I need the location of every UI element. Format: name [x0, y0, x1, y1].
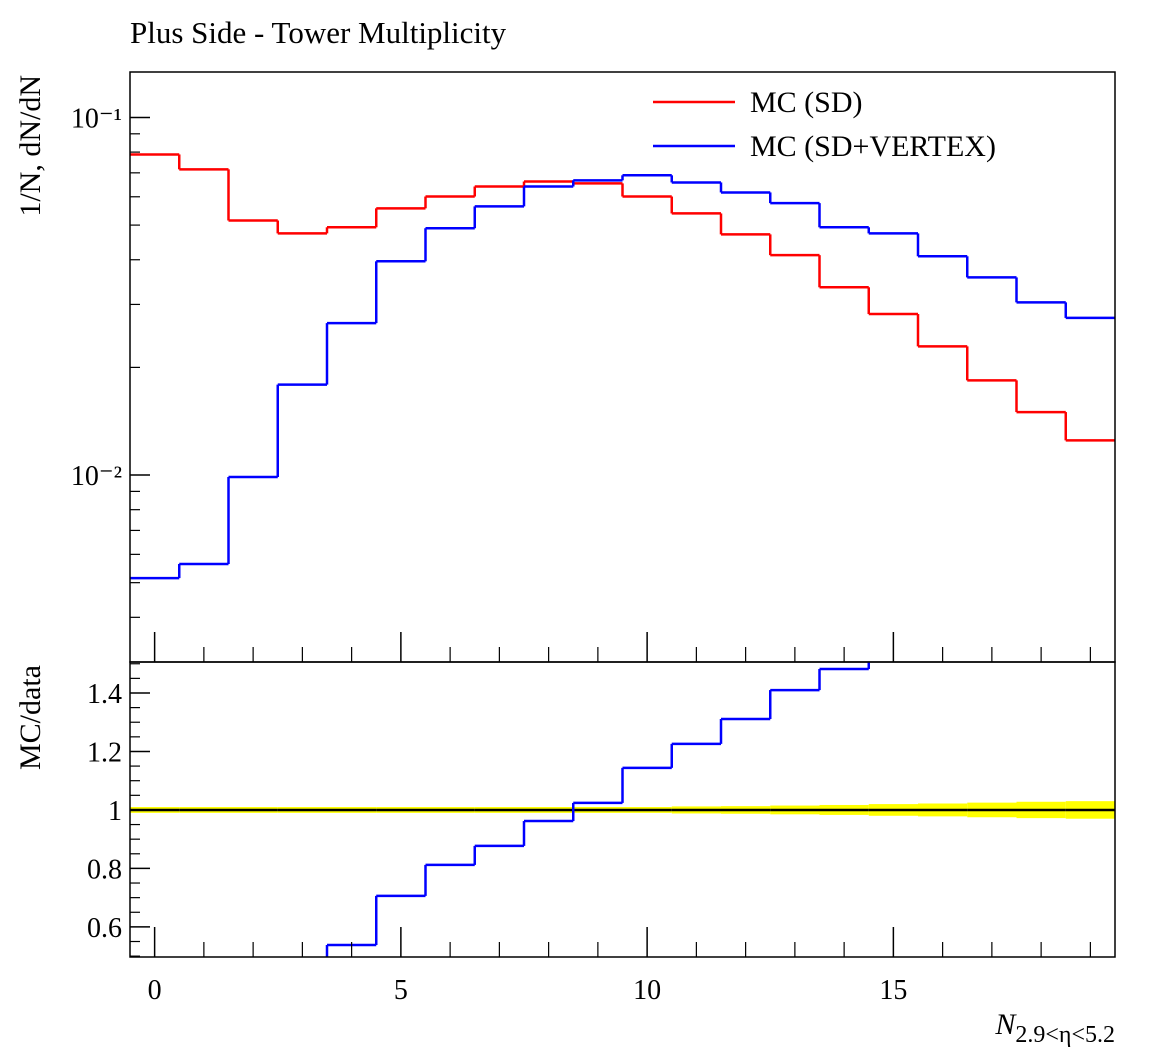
- x-axis-label: N: [994, 1008, 1017, 1041]
- legend-label: MC (SD+VERTEX): [750, 130, 996, 163]
- y-tick-label: 0.6: [87, 913, 122, 944]
- y-axis-label: MC/data: [14, 665, 47, 770]
- plot-area: [130, 153, 1115, 580]
- x-tick-label: 0: [148, 975, 162, 1006]
- chart-title: Plus Side - Tower Multiplicity: [130, 15, 507, 50]
- y-tick-label: 0.8: [87, 854, 122, 885]
- y-tick-label: 1: [108, 796, 122, 827]
- x-axis-label-subscript: 2.9<η<5.2: [1015, 1022, 1115, 1048]
- legend-label: MC (SD): [750, 86, 863, 119]
- y-tick-label: 10⁻²: [71, 461, 122, 492]
- plot-area: [130, 662, 1115, 957]
- y-tick-label: 1.2: [87, 737, 122, 768]
- x-tick-label: 5: [394, 975, 408, 1006]
- y-axis-label: 1/N, dN/dN: [14, 75, 47, 217]
- y-tick-label: 10⁻¹: [71, 103, 122, 134]
- x-tick-label: 10: [633, 975, 661, 1006]
- x-tick-label: 15: [879, 975, 907, 1006]
- y-tick-label: 1.4: [87, 679, 122, 710]
